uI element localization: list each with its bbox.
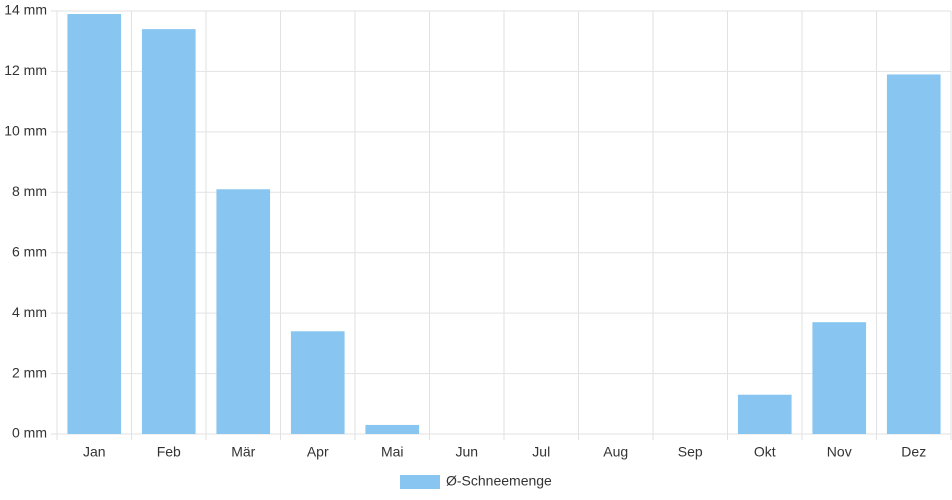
x-tick-label: Jan	[83, 444, 106, 460]
legend-label: Ø-Schneemenge	[446, 473, 552, 489]
legend-swatch	[400, 475, 440, 489]
x-tick-label: Mär	[231, 444, 255, 460]
bar	[365, 424, 420, 434]
x-tick-label: Jun	[455, 444, 478, 460]
y-tick-label: 0 mm	[12, 425, 47, 441]
y-tick-label: 14 mm	[4, 2, 47, 18]
x-tick-label: Mai	[381, 444, 404, 460]
y-tick-label: 8 mm	[12, 183, 47, 199]
x-tick-label: Sep	[678, 444, 703, 460]
y-tick-label: 6 mm	[12, 243, 47, 259]
x-tick-label: Feb	[157, 444, 181, 460]
x-tick-label: Nov	[827, 444, 852, 460]
bar	[141, 29, 196, 434]
x-tick-label: Jul	[532, 444, 550, 460]
x-tick-label: Okt	[754, 444, 776, 460]
bar	[737, 394, 792, 434]
bar	[886, 74, 941, 434]
y-tick-label: 10 mm	[4, 123, 47, 139]
bar	[216, 189, 271, 434]
x-tick-label: Apr	[307, 444, 329, 460]
y-tick-label: 4 mm	[12, 304, 47, 320]
x-tick-label: Dez	[901, 444, 926, 460]
bar	[812, 322, 867, 434]
y-tick-label: 2 mm	[12, 364, 47, 380]
x-tick-label: Aug	[603, 444, 628, 460]
y-tick-label: 12 mm	[4, 62, 47, 78]
bar	[290, 331, 345, 434]
bar	[67, 14, 122, 435]
